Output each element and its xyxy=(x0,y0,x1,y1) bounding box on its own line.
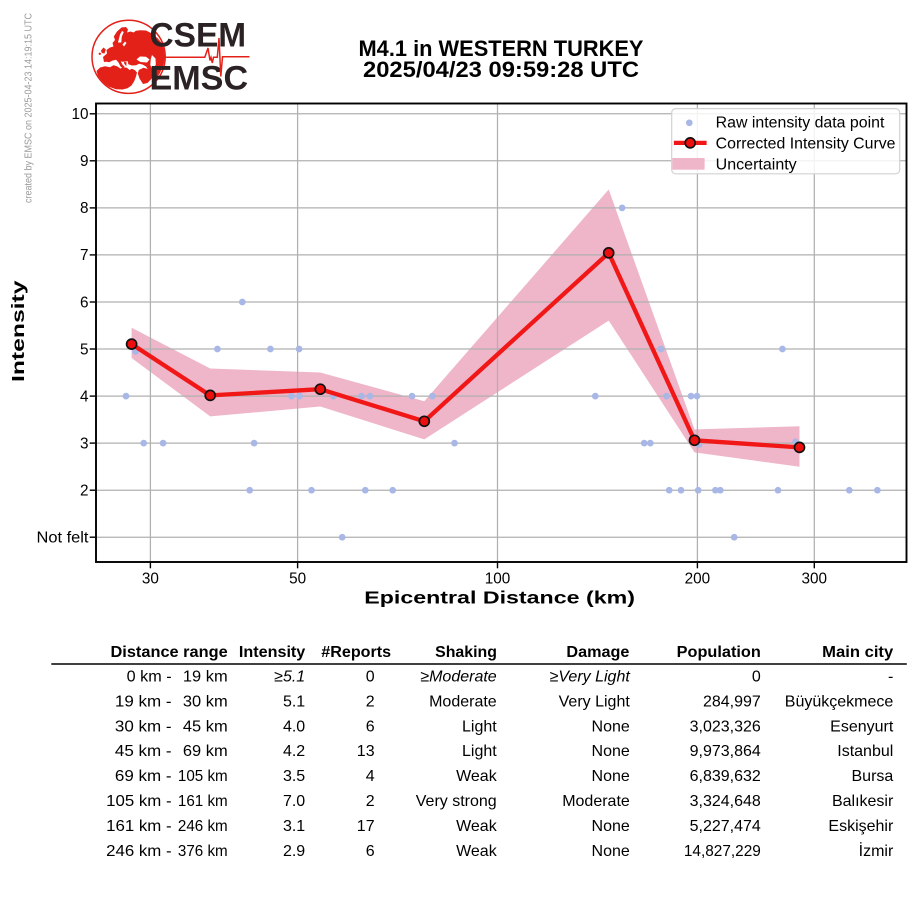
svg-text:19 km -: 19 km - xyxy=(115,693,172,710)
svg-text:≥5.1: ≥5.1 xyxy=(274,669,305,686)
svg-text:10: 10 xyxy=(71,106,88,123)
svg-text:Light: Light xyxy=(462,718,497,735)
svg-text:Damage: Damage xyxy=(566,644,629,661)
svg-text:3,324,648: 3,324,648 xyxy=(690,793,761,810)
svg-text:6: 6 xyxy=(366,718,375,735)
svg-text:Epicentral Distance (km): Epicentral Distance (km) xyxy=(364,588,635,608)
svg-text:3: 3 xyxy=(80,435,89,452)
svg-text:EMSC: EMSC xyxy=(150,60,249,98)
svg-text:Büyükçekmece: Büyükçekmece xyxy=(785,693,894,710)
svg-text:161 km -: 161 km - xyxy=(106,818,172,835)
svg-text:30 km: 30 km xyxy=(183,693,228,710)
svg-text:Intensity: Intensity xyxy=(239,644,305,661)
svg-text:6: 6 xyxy=(366,843,375,860)
svg-text:Very Light: Very Light xyxy=(559,693,631,710)
svg-text:7.0: 7.0 xyxy=(283,793,305,810)
svg-text:2025/04/23 09:59:28 UTC: 2025/04/23 09:59:28 UTC xyxy=(363,57,639,82)
svg-text:6: 6 xyxy=(80,294,89,311)
svg-text:5.1: 5.1 xyxy=(283,693,305,710)
svg-text:30: 30 xyxy=(142,570,159,587)
svg-text:Weak: Weak xyxy=(456,768,498,785)
svg-text:50: 50 xyxy=(289,570,306,587)
svg-text:376 km: 376 km xyxy=(178,843,228,860)
svg-text:Raw intensity data point: Raw intensity data point xyxy=(716,114,885,131)
svg-text:45 km: 45 km xyxy=(183,718,228,735)
svg-text:19 km: 19 km xyxy=(183,669,228,686)
svg-text:Eskişehir: Eskişehir xyxy=(828,818,894,835)
svg-text:4: 4 xyxy=(80,388,89,405)
svg-text:2: 2 xyxy=(366,793,375,810)
svg-text:CSEM: CSEM xyxy=(150,16,247,54)
svg-text:300: 300 xyxy=(802,570,828,587)
svg-text:2.9: 2.9 xyxy=(283,843,305,860)
svg-text:45 km -: 45 km - xyxy=(115,743,172,760)
svg-text:Balıkesir: Balıkesir xyxy=(832,793,894,810)
svg-text:105 km -: 105 km - xyxy=(106,793,172,810)
svg-text:M4.1 in WESTERN TURKEY: M4.1 in WESTERN TURKEY xyxy=(359,36,644,61)
svg-text:Bursa: Bursa xyxy=(852,768,894,785)
svg-text:246 km: 246 km xyxy=(178,818,228,835)
svg-text:2: 2 xyxy=(80,483,89,500)
svg-text:4.2: 4.2 xyxy=(283,743,305,760)
svg-text:2: 2 xyxy=(366,693,375,710)
svg-text:6,839,632: 6,839,632 xyxy=(690,768,761,785)
svg-text:Very strong: Very strong xyxy=(416,793,497,810)
svg-text:#Reports: #Reports xyxy=(321,644,391,661)
svg-text:Moderate: Moderate xyxy=(429,693,497,710)
svg-text:14,827,229: 14,827,229 xyxy=(684,843,761,860)
svg-text:3,023,326: 3,023,326 xyxy=(690,718,761,735)
svg-text:0: 0 xyxy=(752,669,761,686)
svg-text:Main city: Main city xyxy=(822,644,893,661)
svg-text:69 km -: 69 km - xyxy=(115,768,172,785)
svg-text:≥Moderate: ≥Moderate xyxy=(420,669,496,686)
svg-text:4.0: 4.0 xyxy=(283,718,305,735)
svg-text:Distance range: Distance range xyxy=(111,644,228,661)
svg-text:Weak: Weak xyxy=(456,818,498,835)
svg-text:Shaking: Shaking xyxy=(435,644,497,661)
svg-text:17: 17 xyxy=(357,818,375,835)
svg-text:None: None xyxy=(592,818,630,835)
svg-text:13: 13 xyxy=(357,743,375,760)
svg-text:9,973,864: 9,973,864 xyxy=(690,743,761,760)
svg-text:Weak: Weak xyxy=(456,843,498,860)
svg-text:None: None xyxy=(592,768,630,785)
svg-text:0: 0 xyxy=(366,669,375,686)
svg-text:3.1: 3.1 xyxy=(283,818,305,835)
svg-text:30 km -: 30 km - xyxy=(115,718,172,735)
svg-text:5,227,474: 5,227,474 xyxy=(690,818,761,835)
svg-text:105 km: 105 km xyxy=(178,768,228,785)
svg-text:4: 4 xyxy=(366,768,375,785)
svg-text:200: 200 xyxy=(685,570,711,587)
svg-text:created by EMSC on 2025-04-23: created by EMSC on 2025-04-23 14:19:15 U… xyxy=(23,13,35,203)
svg-text:Uncertainty: Uncertainty xyxy=(716,157,797,174)
svg-text:3.5: 3.5 xyxy=(283,768,305,785)
svg-text:Not felt: Not felt xyxy=(37,530,90,547)
svg-text:Moderate: Moderate xyxy=(562,793,630,810)
svg-text:246 km -: 246 km - xyxy=(106,843,172,860)
svg-text:Light: Light xyxy=(462,743,497,760)
svg-text:8: 8 xyxy=(80,200,89,217)
svg-text:None: None xyxy=(592,843,630,860)
svg-text:None: None xyxy=(592,743,630,760)
svg-text:69 km: 69 km xyxy=(183,743,228,760)
svg-text:5: 5 xyxy=(80,341,89,358)
svg-text:0 km -: 0 km - xyxy=(127,669,172,686)
svg-text:9: 9 xyxy=(80,153,89,170)
svg-text:284,997: 284,997 xyxy=(703,693,761,710)
svg-text:Intensity: Intensity xyxy=(8,280,28,382)
svg-text:İzmir: İzmir xyxy=(859,841,894,860)
svg-text:Population: Population xyxy=(677,644,761,661)
svg-text:Istanbul: Istanbul xyxy=(837,743,893,760)
svg-text:100: 100 xyxy=(485,570,511,587)
svg-text:161 km: 161 km xyxy=(178,793,228,810)
svg-text:Esenyurt: Esenyurt xyxy=(830,718,894,735)
svg-text:None: None xyxy=(592,718,630,735)
svg-text:≥Very Light: ≥Very Light xyxy=(550,669,631,686)
svg-text:-: - xyxy=(888,669,893,686)
svg-text:7: 7 xyxy=(80,247,89,264)
svg-text:Corrected Intensity Curve: Corrected Intensity Curve xyxy=(716,136,896,153)
